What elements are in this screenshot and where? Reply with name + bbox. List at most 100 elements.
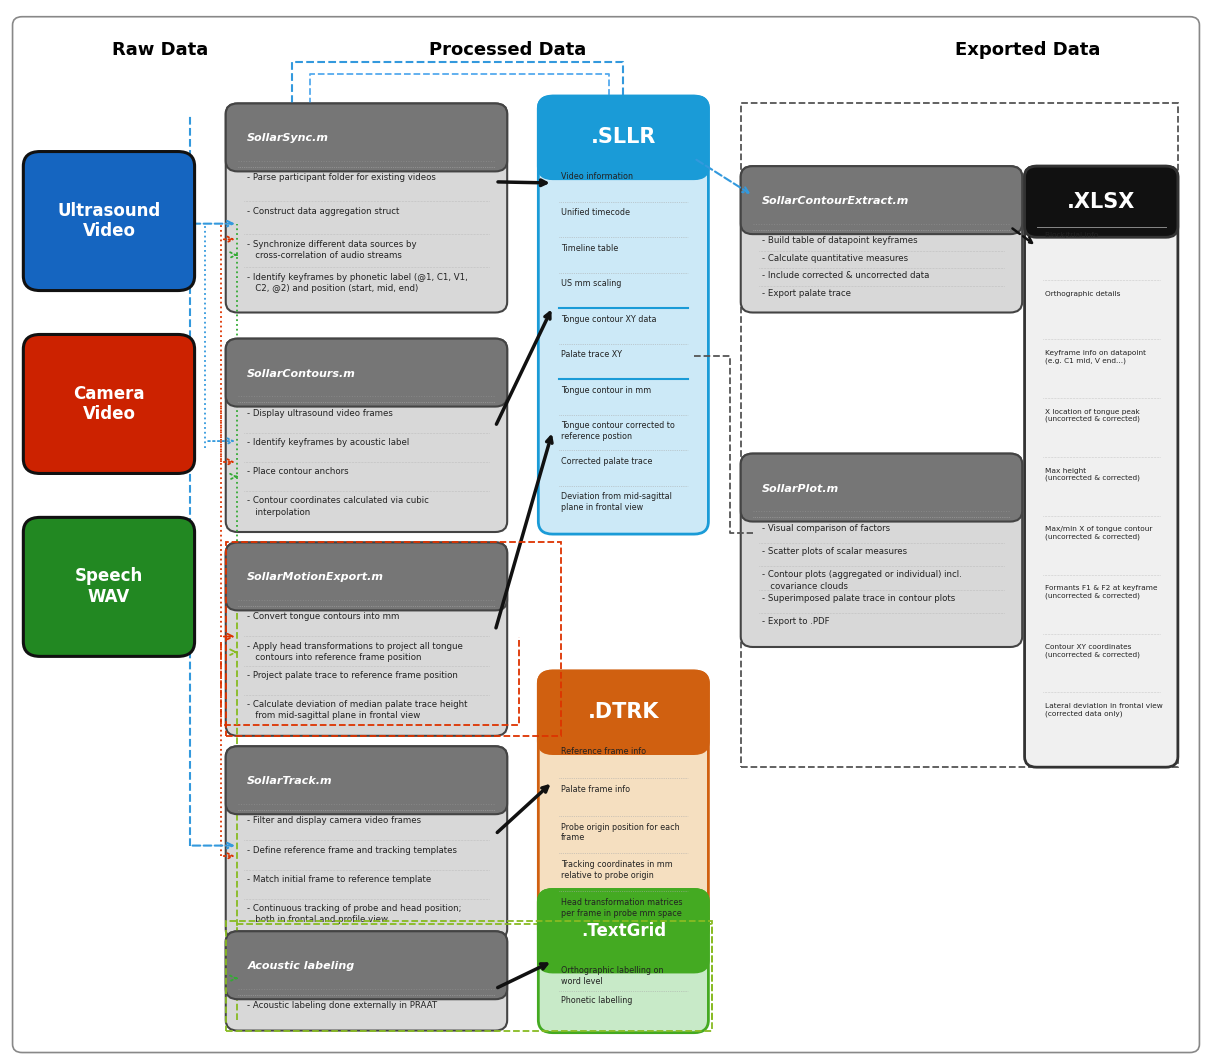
FancyBboxPatch shape [23,517,194,657]
Text: US mm scaling: US mm scaling [561,279,621,288]
Text: X location of tongue peak
(uncorrected & corrected): X location of tongue peak (uncorrected &… [1044,409,1140,422]
Text: - Export palate trace: - Export palate trace [762,288,851,298]
FancyBboxPatch shape [12,17,1200,1053]
FancyBboxPatch shape [226,931,508,1031]
FancyBboxPatch shape [538,889,708,972]
Text: - Build table of datapoint keyframes: - Build table of datapoint keyframes [762,237,918,245]
FancyBboxPatch shape [23,335,194,473]
FancyBboxPatch shape [740,166,1023,234]
FancyBboxPatch shape [226,543,508,610]
Bar [240,780,493,804]
Text: - Match initial frame to reference template: - Match initial frame to reference templ… [247,874,432,884]
Text: - Convert tongue contours into mm: - Convert tongue contours into mm [247,612,399,622]
FancyBboxPatch shape [538,889,708,1033]
FancyBboxPatch shape [226,339,508,532]
FancyBboxPatch shape [1025,166,1178,238]
Text: - Include corrected & uncorrected data: - Include corrected & uncorrected data [762,271,930,280]
Text: .XLSX: .XLSX [1067,192,1135,211]
Bar [755,201,1008,224]
Text: Contour XY coordinates
(uncorrected & corrected): Contour XY coordinates (uncorrected & co… [1044,644,1140,658]
Text: Max/min X of tongue contour
(uncorrected & corrected): Max/min X of tongue contour (uncorrected… [1044,527,1152,541]
Text: - Visual comparison of factors: - Visual comparison of factors [762,524,890,532]
Text: .TextGrid: .TextGrid [581,922,666,940]
Text: Lateral deviation in frontal view
(corrected data only): Lateral deviation in frontal view (corre… [1044,703,1163,717]
Text: Formants F1 & F2 at keyframe
(uncorrected & corrected): Formants F1 & F2 at keyframe (uncorrecte… [1044,585,1158,599]
Text: Video information: Video information [561,172,633,182]
FancyBboxPatch shape [740,166,1023,313]
Bar [240,577,493,600]
Text: Probe origin position for each
frame: Probe origin position for each frame [561,823,680,843]
Bar [555,930,691,960]
Text: SollarPlot.m: SollarPlot.m [762,484,839,493]
Text: - Synchronize different data sources by
   cross-correlation of audio streams: - Synchronize different data sources by … [247,240,417,260]
Text: - Acoustic labeling done externally in PRAAT: - Acoustic labeling done externally in P… [247,1001,438,1011]
FancyBboxPatch shape [538,671,708,754]
Text: Deviation from mid-sagittal
plane in frontal view: Deviation from mid-sagittal plane in fro… [561,492,672,512]
Text: Keyframe info on datapoint
(e.g. C1 mid, V end...): Keyframe info on datapoint (e.g. C1 mid,… [1044,350,1146,363]
Text: Raw Data: Raw Data [112,41,209,59]
Bar [240,137,493,161]
Text: .SLLR: .SLLR [591,128,656,148]
Text: Palate trace XY: Palate trace XY [561,351,622,359]
FancyBboxPatch shape [740,454,1023,522]
Text: .DTRK: .DTRK [587,702,660,722]
FancyBboxPatch shape [226,747,508,940]
Text: Processed Data: Processed Data [428,41,586,59]
Bar [1038,202,1164,227]
Text: SollarContourExtract.m: SollarContourExtract.m [762,196,909,206]
FancyBboxPatch shape [226,543,508,736]
Text: Tongue contour XY data: Tongue contour XY data [561,315,656,323]
Text: - Export to .PDF: - Export to .PDF [762,618,830,626]
Text: Orthographic details: Orthographic details [1044,290,1120,297]
Text: - Calculate quantitative measures: - Calculate quantitative measures [762,253,908,263]
Text: Phonetic labelling: Phonetic labelling [561,996,632,1005]
FancyBboxPatch shape [1025,166,1178,767]
Bar [555,713,691,741]
Text: SollarMotionExport.m: SollarMotionExport.m [247,572,385,582]
FancyBboxPatch shape [538,96,708,178]
Text: - Filter and display camera video frames: - Filter and display camera video frames [247,816,421,826]
Text: - Identify keyframes by acoustic label: - Identify keyframes by acoustic label [247,438,410,447]
Text: - Contour coordinates calculated via cubic
   interpolation: - Contour coordinates calculated via cub… [247,496,429,516]
Text: - Continuous tracking of probe and head position;
   both in frontal and profile: - Continuous tracking of probe and head … [247,904,462,924]
Text: - Display ultrasound video frames: - Display ultrasound video frames [247,409,393,418]
Text: Orthographic labelling on
word level: Orthographic labelling on word level [561,966,663,985]
Text: Exported Data: Exported Data [955,41,1100,59]
Text: Speech
WAV: Speech WAV [75,567,144,606]
FancyBboxPatch shape [23,152,194,290]
Text: - Project palate trace to reference frame position: - Project palate trace to reference fram… [247,671,458,680]
Text: SollarContours.m: SollarContours.m [247,369,356,378]
Text: Tongue contour in mm: Tongue contour in mm [561,385,651,395]
Text: Camera
Video: Camera Video [74,384,145,423]
Text: - Construct data aggregation struct: - Construct data aggregation struct [247,207,399,215]
Text: Max height
(uncorrected & corrected): Max height (uncorrected & corrected) [1044,468,1140,482]
Text: - Contour plots (aggregated or individual) incl.
   covariance clouds: - Contour plots (aggregated or individua… [762,570,962,590]
FancyBboxPatch shape [740,454,1023,647]
FancyBboxPatch shape [226,103,508,171]
Text: Corrected palate trace: Corrected palate trace [561,457,652,466]
Text: - Place contour anchors: - Place contour anchors [247,467,349,476]
Text: Head transformation matrices
per frame in probe mm space: Head transformation matrices per frame i… [561,898,683,918]
Text: - Calculate deviation of median palate trace height
   from mid-sagittal plane i: - Calculate deviation of median palate t… [247,700,468,720]
Text: Unified timecode: Unified timecode [561,208,630,216]
FancyBboxPatch shape [226,103,508,313]
Text: Reference frame info: Reference frame info [561,748,646,756]
Text: Tongue contour corrected to
reference postion: Tongue contour corrected to reference po… [561,421,675,441]
Text: Block/trial info: Block/trial info [1044,232,1099,238]
Bar [555,137,691,166]
Bar [240,965,493,988]
FancyBboxPatch shape [538,671,708,942]
Text: - Scatter plots of scalar measures: - Scatter plots of scalar measures [762,547,907,557]
Text: - Identify keyframes by phonetic label (@1, C1, V1,
   C2, @2) and position (sta: - Identify keyframes by phonetic label (… [247,274,468,294]
Text: SollarSync.m: SollarSync.m [247,133,329,144]
Text: Timeline table: Timeline table [561,244,619,252]
Text: - Superimposed palate trace in contour plots: - Superimposed palate trace in contour p… [762,593,955,603]
FancyBboxPatch shape [226,747,508,814]
FancyBboxPatch shape [538,96,708,534]
FancyBboxPatch shape [226,339,508,407]
Text: - Apply head transformations to project all tongue
   contours into reference fr: - Apply head transformations to project … [247,642,463,662]
Text: - Parse participant folder for existing videos: - Parse participant folder for existing … [247,173,437,183]
Text: SollarTrack.m: SollarTrack.m [247,776,333,786]
Text: Tracking coordinates in mm
relative to probe origin: Tracking coordinates in mm relative to p… [561,861,673,880]
Bar [755,488,1008,511]
